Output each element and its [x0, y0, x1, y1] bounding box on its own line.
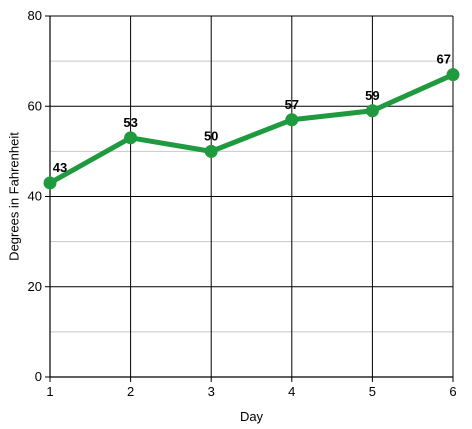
data-label: 53	[123, 115, 137, 130]
data-point	[204, 144, 218, 158]
y-tick-label: 20	[28, 279, 42, 294]
x-tick-label: 3	[208, 384, 215, 399]
y-axis-ticks: 0 20 40 60 80	[28, 8, 50, 384]
x-tick-label: 2	[127, 384, 134, 399]
minor-gridlines	[50, 60, 453, 333]
x-axis-ticks: 1 2 3 4 5 6	[46, 377, 457, 399]
y-axis-label: Degrees in Fahrenheit	[7, 132, 22, 261]
series-group	[43, 68, 460, 190]
y-tick-label: 60	[28, 98, 42, 113]
data-label: 67	[437, 52, 451, 67]
x-tick-label: 6	[449, 384, 456, 399]
y-tick-label: 0	[35, 369, 42, 384]
data-point	[124, 131, 138, 145]
major-gridlines	[50, 15, 454, 377]
series-line	[47, 72, 456, 186]
x-tick-label: 1	[46, 384, 53, 399]
data-point	[365, 104, 379, 118]
data-label: 50	[204, 128, 218, 143]
data-point	[285, 113, 299, 127]
data-label: 43	[53, 160, 67, 175]
data-label: 59	[365, 88, 379, 103]
x-tick-label: 5	[369, 384, 376, 399]
x-tick-label: 4	[288, 384, 295, 399]
x-axis-label: Day	[240, 409, 264, 424]
data-point	[43, 176, 57, 190]
y-tick-label: 80	[28, 8, 42, 23]
data-point	[446, 68, 460, 82]
y-tick-label: 40	[28, 189, 42, 204]
data-label: 57	[285, 97, 299, 112]
data-labels: 43 53 50 57 59 67	[53, 52, 451, 175]
